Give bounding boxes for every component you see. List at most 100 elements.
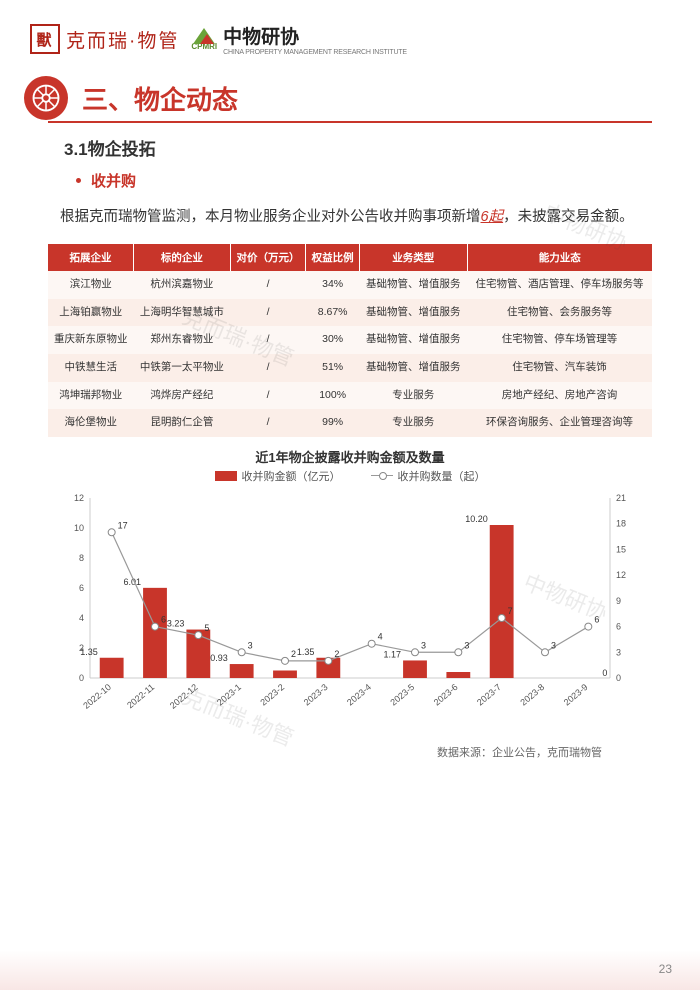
- table-row: 鸿坤瑞邦物业鸿烨房产经纪/100%专业服务房地产经纪、房地产咨询: [48, 382, 652, 410]
- section-icon: [24, 76, 68, 120]
- svg-text:3: 3: [421, 640, 426, 650]
- body-prefix: 根据克而瑞物管监测，本月物业服务企业对外公告收并购事项新增: [60, 209, 481, 225]
- bullet-dot-icon: [76, 178, 81, 183]
- svg-text:3: 3: [248, 640, 253, 650]
- svg-text:17: 17: [118, 520, 128, 530]
- svg-text:1.35: 1.35: [80, 647, 98, 657]
- table-cell: 中铁第一太平物业: [134, 354, 231, 382]
- svg-text:1.17: 1.17: [384, 649, 402, 659]
- svg-text:0: 0: [79, 673, 84, 683]
- table-cell: /: [230, 271, 306, 299]
- logo-cric-icon: 獸: [30, 24, 60, 54]
- svg-text:2023-2: 2023-2: [258, 682, 286, 708]
- table-cell: 上海铂赢物业: [48, 299, 134, 327]
- svg-text:3: 3: [464, 640, 469, 650]
- svg-text:4: 4: [378, 632, 383, 642]
- table-row: 上海铂赢物业上海明华智慧城市/8.67%基础物管、增值服务住宅物管、会务服务等: [48, 299, 652, 327]
- svg-text:2023-4: 2023-4: [345, 682, 373, 708]
- table-cell: 基础物管、增值服务: [359, 354, 467, 382]
- table-cell: 专业服务: [359, 382, 467, 410]
- table-cell: 房地产经纪、房地产咨询: [467, 382, 652, 410]
- svg-text:8: 8: [79, 553, 84, 563]
- svg-text:0: 0: [616, 673, 621, 683]
- table-cell: /: [230, 326, 306, 354]
- table-header: 对价（万元）: [230, 244, 306, 271]
- table-cell: 中铁慧生活: [48, 354, 134, 382]
- bullet-text: 收并购: [91, 170, 136, 191]
- svg-text:3: 3: [616, 647, 621, 657]
- table-cell: 99%: [306, 409, 360, 437]
- table-header: 能力业态: [467, 244, 652, 271]
- table-cell: 34%: [306, 271, 360, 299]
- table-cell: 8.67%: [306, 299, 360, 327]
- chart-area: 0246810120369121518211.356.013.230.931.3…: [50, 488, 650, 728]
- table-cell: 重庆新东原物业: [48, 326, 134, 354]
- table-header: 业务类型: [359, 244, 467, 271]
- svg-text:3: 3: [551, 640, 556, 650]
- svg-text:12: 12: [616, 570, 626, 580]
- table-cell: 住宅物管、汽车装饰: [467, 354, 652, 382]
- svg-text:0.93: 0.93: [210, 653, 228, 663]
- svg-text:15: 15: [616, 544, 626, 554]
- svg-text:18: 18: [616, 519, 626, 529]
- table-cell: 基础物管、增值服务: [359, 299, 467, 327]
- svg-text:6: 6: [616, 621, 621, 631]
- table-row: 滨江物业杭州滨嘉物业/34%基础物管、增值服务住宅物管、酒店管理、停车场服务等: [48, 271, 652, 299]
- table-cell: 住宅物管、会务服务等: [467, 299, 652, 327]
- table-cell: /: [230, 299, 306, 327]
- body-suffix: ，未披露交易金额。: [503, 209, 634, 225]
- subsection-title: 3.1物企投拓: [48, 135, 652, 160]
- chart-title: 近1年物企披露收并购金额及数量: [48, 447, 652, 466]
- logo-cric: 獸 克而瑞·物管: [30, 24, 179, 54]
- data-source: 数据来源：企业公告，克而瑞物管: [48, 728, 652, 760]
- svg-text:2: 2: [334, 649, 339, 659]
- logo-cpmri-sub: CHINA PROPERTY MANAGEMENT RESEARCH INSTI…: [223, 49, 407, 56]
- svg-text:10.20: 10.20: [465, 514, 488, 524]
- svg-text:2022-10: 2022-10: [81, 682, 113, 711]
- svg-text:6: 6: [79, 583, 84, 593]
- svg-text:5: 5: [204, 623, 209, 633]
- svg-text:4: 4: [79, 613, 84, 623]
- table-cell: 鸿坤瑞邦物业: [48, 382, 134, 410]
- logo-cpmri-icon: [193, 28, 215, 44]
- table-cell: 住宅物管、酒店管理、停车场服务等: [467, 271, 652, 299]
- acquisitions-table: 拓展企业标的企业对价（万元）权益比例业务类型能力业态 滨江物业杭州滨嘉物业/34…: [48, 244, 652, 437]
- svg-text:10: 10: [74, 523, 84, 533]
- table-cell: 51%: [306, 354, 360, 382]
- svg-text:2023-5: 2023-5: [388, 682, 416, 708]
- table-cell: 基础物管、增值服务: [359, 271, 467, 299]
- legend-line: 收并购数量（起）: [371, 468, 486, 484]
- svg-text:12: 12: [74, 493, 84, 503]
- legend-bar-label: 收并购金额（亿元）: [242, 468, 341, 484]
- svg-text:2023-6: 2023-6: [432, 682, 460, 708]
- section-title: 三、物企动态: [48, 80, 652, 123]
- svg-text:2023-3: 2023-3: [302, 682, 330, 708]
- svg-text:2023-7: 2023-7: [475, 682, 503, 708]
- svg-text:1.35: 1.35: [297, 647, 315, 657]
- svg-text:2: 2: [291, 649, 296, 659]
- svg-text:21: 21: [616, 493, 626, 503]
- footer-skyline: [0, 950, 700, 990]
- svg-text:6: 6: [594, 614, 599, 624]
- table-cell: 海伦堡物业: [48, 409, 134, 437]
- svg-text:2022-12: 2022-12: [168, 682, 200, 711]
- section: 三、物企动态 3.1物企投拓 收并购 根据克而瑞物管监测，本月物业服务企业对外公…: [0, 62, 700, 760]
- table-row: 海伦堡物业昆明韵仁企管/99%专业服务环保咨询服务、企业管理咨询等: [48, 409, 652, 437]
- table-cell: 100%: [306, 382, 360, 410]
- svg-text:2023-8: 2023-8: [518, 682, 546, 708]
- svg-text:2022-11: 2022-11: [125, 682, 156, 710]
- body-highlight: 6起: [481, 209, 504, 225]
- body-paragraph: 根据克而瑞物管监测，本月物业服务企业对外公告收并购事项新增6起，未披露交易金额。: [48, 203, 652, 232]
- table-cell: 郑州东睿物业: [134, 326, 231, 354]
- table-header: 标的企业: [134, 244, 231, 271]
- table-row: 中铁慧生活中铁第一太平物业/51%基础物管、增值服务住宅物管、汽车装饰: [48, 354, 652, 382]
- table-header: 拓展企业: [48, 244, 134, 271]
- table-cell: 环保咨询服务、企业管理咨询等: [467, 409, 652, 437]
- svg-text:3.23: 3.23: [167, 618, 185, 628]
- logo-cric-text: 克而瑞·物管: [66, 26, 179, 53]
- legend-line-label: 收并购数量（起）: [398, 468, 486, 484]
- table-header: 权益比例: [306, 244, 360, 271]
- table-cell: 专业服务: [359, 409, 467, 437]
- table-cell: /: [230, 382, 306, 410]
- bullet-row: 收并购: [48, 170, 652, 191]
